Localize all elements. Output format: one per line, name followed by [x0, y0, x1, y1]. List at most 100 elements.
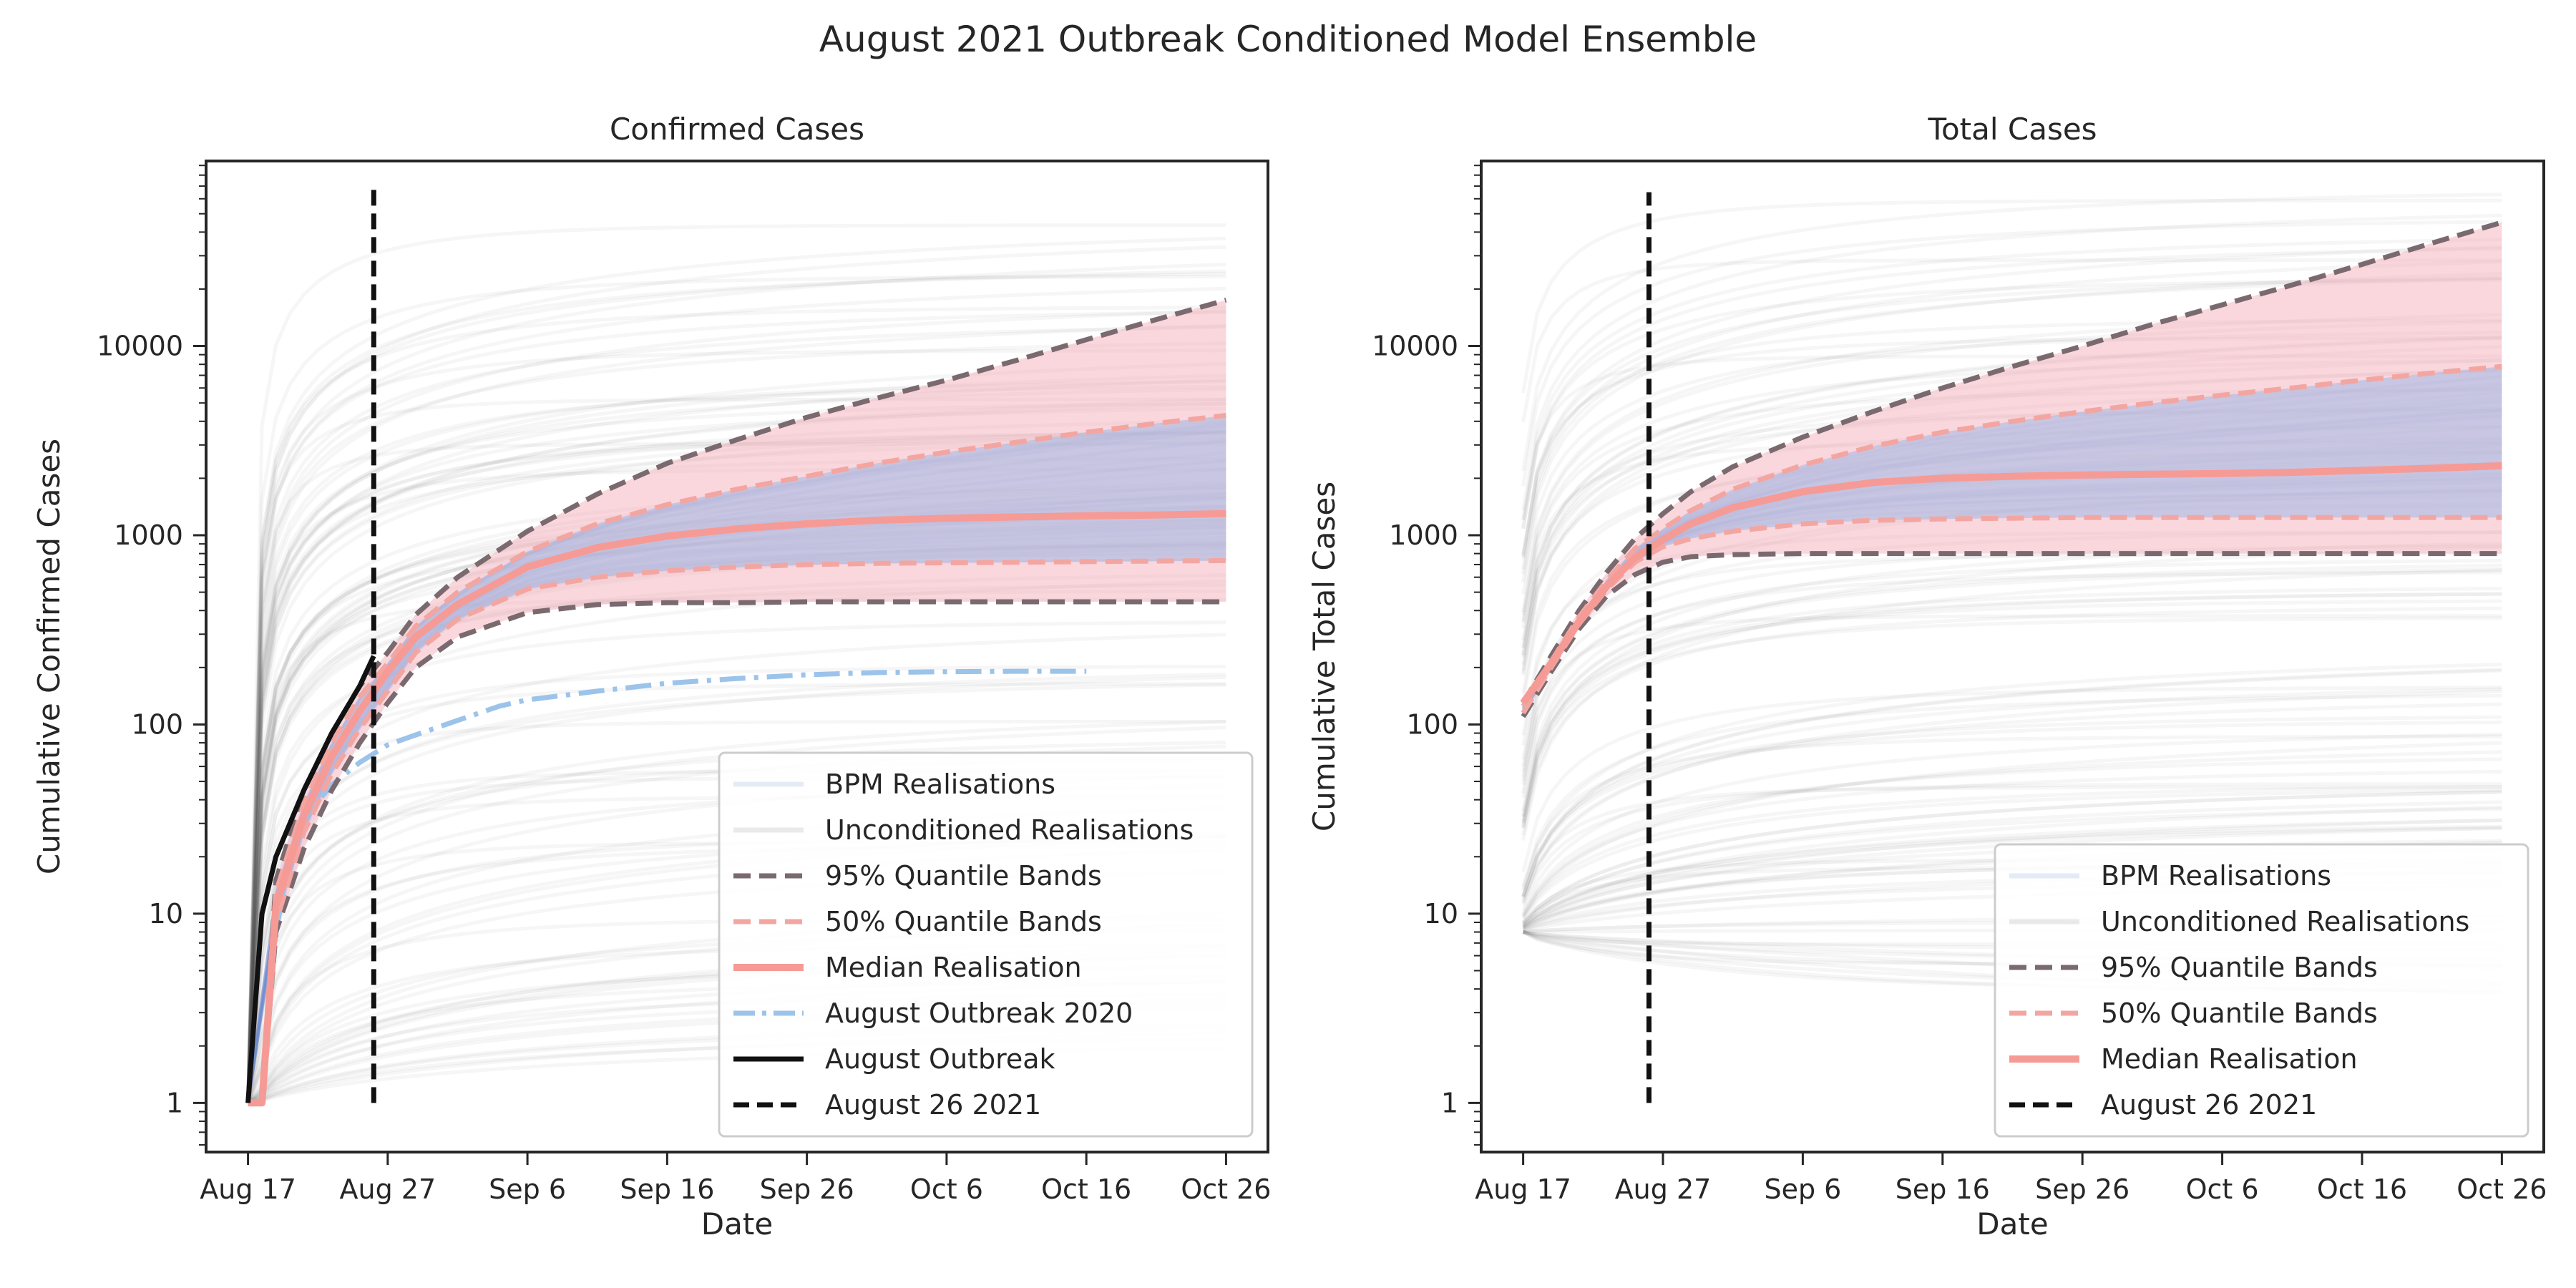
unconditioned-realisation: [1522, 818, 2502, 927]
unconditioned-realisation: [246, 306, 1226, 1103]
unconditioned-realisation: [1521, 544, 2502, 786]
unconditioned-realisation: [1521, 567, 2502, 818]
unconditioned-realisation: [1521, 599, 2502, 824]
x-axis: Aug 17 Aug 27 Sep 6 Sep 16 Sep 26 Oct 6 Oct 16…: [1475, 1152, 2547, 1205]
unconditioned-realisation: [1521, 741, 2502, 918]
legend-label: Unconditioned Realisations: [825, 814, 1194, 846]
unconditioned-realisation: [1521, 345, 2502, 655]
band-50-lower-line: [248, 557, 1226, 1106]
x-tick-label: Aug 27: [1615, 1174, 1712, 1205]
y-tick-label: 1000: [1389, 519, 1458, 551]
unconditioned-realisation: [1521, 318, 2502, 560]
legend-frame: [1994, 843, 2529, 1138]
legend-label: August 26 2021: [2101, 1089, 2317, 1121]
august-outbreak-line: [245, 655, 376, 1103]
unconditioned-realisation: [1521, 542, 2502, 811]
unconditioned-realisation: [246, 675, 1226, 1103]
plot-area: [245, 186, 1227, 1107]
unconditioned-realisation: [246, 269, 1226, 1103]
august-outbreak-2020-line: [248, 668, 1087, 1106]
unconditioned-realisation: [1521, 606, 2502, 836]
x-tick-label: Oct 26: [1181, 1174, 1271, 1205]
legend-label: Median Realisation: [2101, 1043, 2358, 1075]
unconditioned-realisation: [1521, 790, 2502, 924]
legend-label: BPM Realisations: [825, 769, 1055, 800]
x-tick-label: Sep 16: [620, 1174, 714, 1205]
x-tick-label: Oct 6: [2186, 1174, 2259, 1205]
axes-title: Confirmed Cases: [610, 112, 864, 147]
unconditioned-realisation: [246, 379, 1226, 1103]
x-tick-label: Oct 16: [1041, 1174, 1131, 1205]
legend-label: 50% Quantile Bands: [2101, 997, 2378, 1029]
legend: BPM Realisations Unconditioned Realisatio…: [1994, 843, 2529, 1138]
legend-label: August 26 2021: [825, 1089, 1041, 1121]
unconditioned-realisation: [1521, 354, 2502, 521]
unconditioned-realisation: [1521, 686, 2502, 872]
band-50-upper-line: [248, 413, 1226, 1106]
unconditioned-realisation: [1521, 592, 2502, 824]
axes-frame: [1480, 160, 2545, 1153]
unconditioned-realisation: [1521, 785, 2502, 919]
legend-label: August Outbreak 2020: [825, 997, 1133, 1029]
panel-confirmed-cases: Aug 17 Aug 27 Sep 6 Sep 16 Sep 26 Oct 6 Oct 16…: [31, 112, 1271, 1241]
unconditioned-realisation: [1521, 246, 2502, 530]
unconditioned-realisation: [246, 309, 1226, 1103]
y-axis: 1 10 100 1000 10000: [97, 165, 206, 1146]
unconditioned-realisation: [246, 348, 1226, 1103]
unconditioned-realisation: [1521, 275, 2502, 557]
unconditioned-realisation: [1521, 785, 2502, 901]
unconditioned-realisation: [1522, 826, 2502, 927]
unconditioned-realisation: [1521, 757, 2502, 915]
unconditioned-realisation: [246, 286, 1226, 1103]
legend-frame: [718, 751, 1254, 1138]
unconditioned-realisation: [1521, 769, 2502, 917]
unconditioned-realisation: [246, 397, 1226, 1103]
x-tick-label: Sep 26: [2035, 1174, 2129, 1205]
unconditioned-realisation: [1521, 788, 2502, 920]
unconditioned-realisation: [1521, 369, 2502, 665]
y-tick-label: 10: [149, 898, 183, 930]
unconditioned-realisation: [1521, 220, 2502, 487]
median-realisation-line: [1520, 462, 2502, 706]
unconditioned-realisation: [1521, 568, 2502, 841]
unconditioned-realisation: [246, 401, 1226, 1103]
figure-title: August 2021 Outbreak Conditioned Model E…: [819, 19, 1757, 60]
unconditioned-realisation: [246, 579, 1226, 1103]
y-tick-label: 10000: [1372, 331, 1458, 362]
unconditioned-realisation: [1521, 530, 2502, 736]
unconditioned-realisation: [1521, 368, 2502, 674]
unconditioned-realisation: [1521, 530, 2502, 772]
unconditioned-realisation: [1521, 668, 2502, 897]
unconditioned-realisation: [1521, 782, 2502, 906]
unconditioned-realisation: [1521, 313, 2502, 613]
unconditioned-realisation: [1521, 238, 2502, 520]
y-axis: 1 10 100 1000 10000: [1372, 165, 1481, 1146]
x-tick-label: Oct 16: [2317, 1174, 2407, 1205]
unconditioned-realisation: [1521, 614, 2502, 781]
unconditioned-realisation: [246, 263, 1226, 1103]
unconditioned-realisation: [1521, 800, 2502, 926]
unconditioned-realisation: [1521, 720, 2502, 898]
x-tick-label: Oct 26: [2457, 1174, 2547, 1205]
unconditioned-realisation: [1521, 336, 2502, 555]
unconditioned-realisation: [246, 397, 1226, 1103]
unconditioned-realisation: [246, 223, 1226, 1103]
unconditioned-realisation: [1521, 213, 2502, 511]
unconditioned-realisation: [246, 620, 1226, 1103]
unconditioned-realisation: [1521, 663, 2502, 892]
unconditioned-realisation: [246, 385, 1226, 1103]
x-tick-label: Aug 27: [340, 1174, 436, 1205]
unconditioned-realisation: [1521, 715, 2502, 897]
unconditioned-realisation: [246, 374, 1226, 1103]
unconditioned-realisation: [1521, 702, 2502, 903]
y-tick-label: 100: [131, 708, 183, 740]
axes-frame: [205, 160, 1269, 1153]
unconditioned-realisation: [246, 310, 1226, 1103]
unconditioned-realisation: [246, 589, 1226, 1103]
unconditioned-realisation: [1521, 278, 2502, 530]
unconditioned-realisation: [1521, 260, 2502, 570]
unconditioned-realisation: [1521, 790, 2502, 924]
median-realisation-line: [248, 509, 1226, 1107]
unconditioned-realisation: [1521, 689, 2502, 904]
unconditioned-realisation: [1521, 587, 2502, 821]
